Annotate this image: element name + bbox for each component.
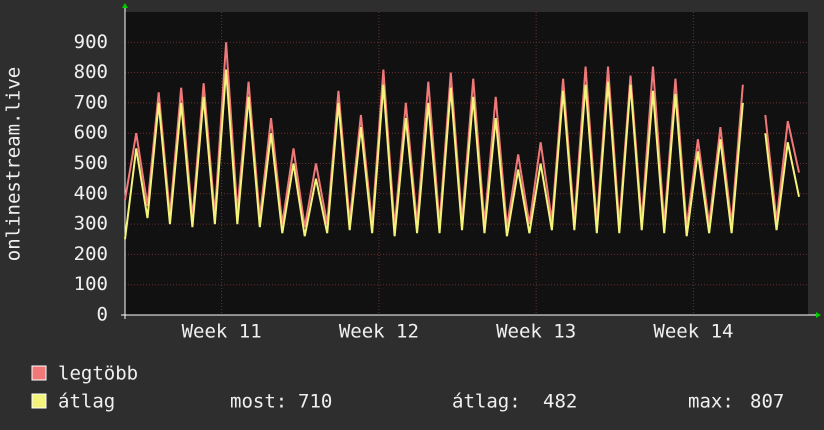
stat-value: 710 xyxy=(298,391,332,413)
stat-label: átlag: xyxy=(452,391,521,413)
legend-label: átlag xyxy=(58,391,115,413)
y-tick-label: 300 xyxy=(74,213,108,235)
legend-swatch xyxy=(31,365,47,381)
stat-value: 807 xyxy=(750,391,784,413)
y-tick-label: 900 xyxy=(74,31,108,53)
y-tick-label: 800 xyxy=(74,61,108,83)
stat-label: max: xyxy=(688,391,734,413)
stat-label: most: xyxy=(230,391,287,413)
x-tick-label: Week 13 xyxy=(496,321,576,343)
series-line xyxy=(124,69,800,240)
y-tick-label: 100 xyxy=(74,273,108,295)
x-tick-label: Week 11 xyxy=(182,321,262,343)
stat-value: 482 xyxy=(543,391,577,413)
x-tick-label: Week 14 xyxy=(653,321,733,343)
legend-label: legtöbb xyxy=(58,363,138,385)
y-tick-label: 500 xyxy=(74,152,108,174)
legend-swatch xyxy=(31,393,47,409)
axis-arrow xyxy=(816,312,821,318)
y-tick-label: 400 xyxy=(74,182,108,204)
y-tick-label: 700 xyxy=(74,91,108,113)
y-tick-label: 0 xyxy=(97,304,108,326)
y-tick-label: 600 xyxy=(74,122,108,144)
x-tick-label: Week 12 xyxy=(339,321,419,343)
axis-arrow xyxy=(122,3,128,8)
y-tick-label: 200 xyxy=(74,243,108,265)
y-axis-label: onlinestream.live xyxy=(3,67,25,261)
